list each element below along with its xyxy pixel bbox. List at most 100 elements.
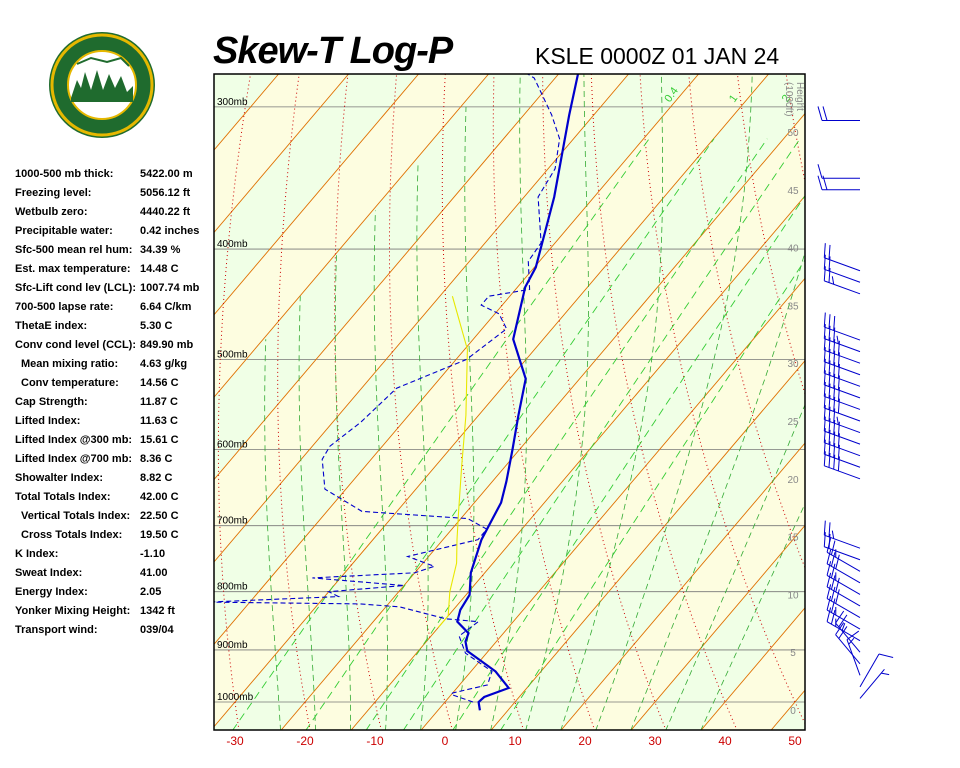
index-value: 8.82 C — [140, 472, 173, 484]
wind-barb — [823, 324, 861, 353]
temperature-tick-label: 20 — [578, 734, 592, 748]
index-row: Sfc-500 mean rel hum: 34.39 % — [15, 244, 220, 263]
index-row: Lifted Index: 11.63 C — [15, 415, 220, 434]
temperature-tick-label: -10 — [366, 734, 384, 748]
index-row: Cross Totals Index: 19.50 C — [15, 529, 220, 548]
index-value: 039/04 — [140, 624, 174, 636]
index-row: ThetaE index: 5.30 C — [15, 320, 220, 339]
isotherm-line — [420, 277, 805, 730]
wind-barb — [823, 393, 861, 422]
temperature-tick-label: 50 — [788, 734, 802, 748]
index-label: 1000-500 mb thick: — [15, 168, 114, 180]
index-label: Lifted Index: — [15, 415, 81, 427]
moist-adiabat-line — [665, 403, 805, 730]
dry-adiabat-line — [785, 74, 805, 185]
moist-adiabat-line — [560, 74, 663, 730]
index-value: 5.30 C — [140, 320, 173, 332]
wind-barb — [823, 416, 861, 445]
height-tick-label: 30 — [787, 359, 799, 370]
index-row: Sfc-Lift cond lev (LCL): 1007.74 mb — [15, 282, 220, 301]
index-value: 4440.22 ft — [140, 206, 191, 218]
index-label: Cap Strength: — [15, 396, 88, 408]
temperature-tick-label: -30 — [226, 734, 244, 748]
isotherm-band — [0, 74, 69, 730]
sounding-traces — [214, 74, 580, 711]
index-label: Transport wind: — [15, 624, 98, 636]
index-value: 1342 ft — [140, 605, 175, 617]
wind-barb — [826, 561, 861, 595]
index-value: 8.36 C — [140, 453, 173, 465]
isotherm-line — [560, 442, 805, 730]
moist-adiabat-line — [334, 255, 352, 730]
axis-labels: 200mb300mb400mb500mb600mb700mb800mb900mb… — [217, 82, 805, 748]
pressure-label: 600mb — [217, 439, 248, 450]
mixing-ratio-line — [402, 138, 801, 730]
index-label: Precipitable water: — [15, 225, 113, 237]
dry-adiabat-line — [639, 74, 805, 725]
mixing-ratio-label: 1 — [727, 93, 740, 105]
height-tick-label: 45 — [787, 186, 799, 197]
moist-adiabat-line — [595, 74, 753, 730]
wind-barb — [826, 607, 861, 642]
temperature-tick-label: 10 — [508, 734, 522, 748]
height-tick-label: 40 — [787, 244, 799, 255]
index-label: Freezing level: — [15, 187, 92, 199]
isotherm-line — [280, 112, 805, 730]
index-value: -1.10 — [140, 548, 166, 560]
index-label: Conv cond level (CCL): — [15, 339, 137, 351]
isotherm-line — [214, 74, 559, 481]
wind-barb — [823, 358, 861, 387]
pressure-label: 700mb — [217, 516, 248, 527]
moist-adiabat-line — [264, 339, 281, 730]
index-label: Cross Totals Index: — [21, 529, 123, 541]
index-row: K Index: -1.10 — [15, 548, 220, 567]
isotherm-line — [214, 74, 349, 234]
height-tick-label: 0 — [790, 706, 796, 717]
index-row: Conv cond level (CCL): 849.90 mb — [15, 339, 220, 358]
mixing-ratio-label: 8 — [897, 93, 910, 105]
index-label: Sfc-Lift cond lev (LCL): — [15, 282, 136, 294]
wind-barb — [823, 347, 861, 376]
wind-barb — [823, 312, 861, 341]
moist-adiabat-line — [298, 296, 316, 730]
index-row: Wetbulb zero: 4440.22 ft — [15, 206, 220, 225]
wind-barb — [823, 243, 861, 272]
isotherm-line — [841, 74, 960, 730]
mixing-ratio-label: 3 — [812, 93, 825, 105]
moist-adiabat-line — [490, 74, 527, 730]
index-row: Yonker Mixing Height: 1342 ft — [15, 605, 220, 624]
index-row: Vertical Totals Index: 22.50 C — [15, 510, 220, 529]
height-tick-label: 5 — [790, 648, 796, 659]
isotherm-line — [214, 74, 629, 563]
index-row: 700-500 lapse rate: 6.64 C/km — [15, 301, 220, 320]
wind-barb — [823, 335, 861, 364]
pressure-label: 500mb — [217, 349, 248, 360]
plot-border — [213, 73, 806, 731]
wind-barb — [823, 370, 861, 399]
wind-barb — [823, 451, 861, 480]
temperature-trace — [456, 74, 580, 711]
moist-adiabat-line — [525, 74, 589, 730]
height-tick-label: 20 — [787, 475, 799, 486]
isotherm-line — [700, 607, 805, 730]
index-label: Vertical Totals Index: — [21, 510, 131, 522]
index-label: Lifted Index @300 mb: — [15, 434, 133, 446]
plot-frame — [213, 73, 806, 731]
index-value: 5056.12 ft — [140, 187, 191, 199]
isotherm-line — [0, 74, 139, 730]
isotherm-line — [214, 74, 419, 316]
pressure-label: 800mb — [217, 582, 248, 593]
height-tick-label: 25 — [787, 417, 799, 428]
dry-adiabat-line — [389, 74, 453, 730]
wind-barb — [846, 630, 861, 676]
index-value: 4.63 g/kg — [140, 358, 188, 370]
index-value: 849.90 mb — [140, 339, 194, 351]
pressure-label: 1000mb — [217, 692, 254, 703]
moist-adiabat-line — [416, 161, 429, 730]
wind-barb — [823, 254, 861, 283]
thermo-grid: 0.4 1 2 3 5 8 — [0, 74, 960, 730]
wind-barb — [823, 405, 861, 434]
index-label: Total Totals Index: — [15, 491, 111, 503]
height-tick-label: 50 — [787, 128, 799, 139]
index-value: 11.87 C — [140, 396, 178, 408]
